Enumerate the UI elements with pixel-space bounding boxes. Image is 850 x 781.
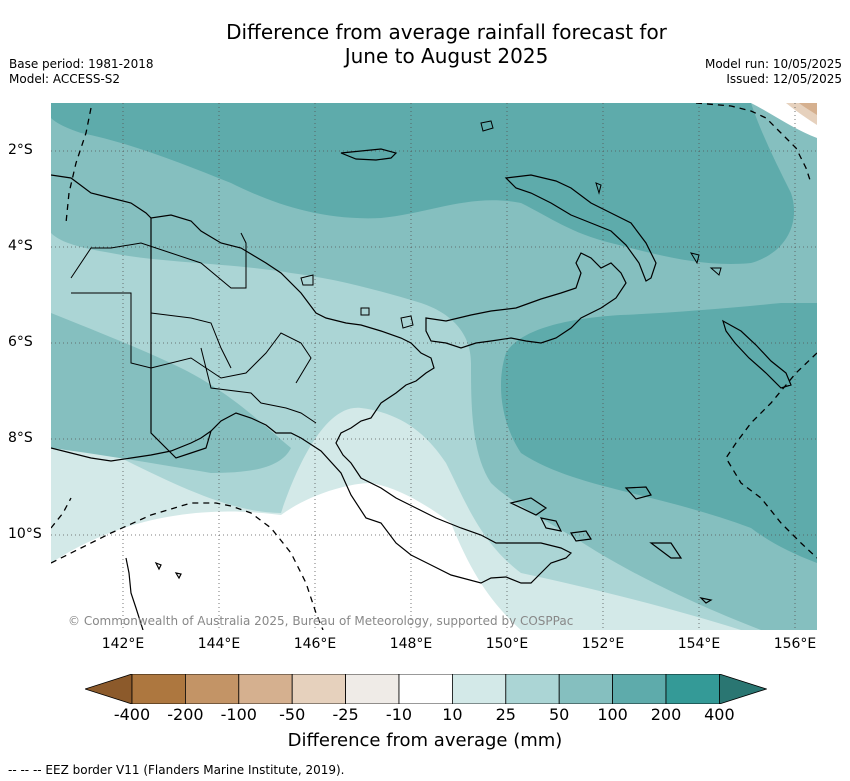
colorbar-cell	[345, 674, 400, 704]
manus-island	[340, 148, 398, 161]
colorbar-tick-label: -50	[279, 705, 306, 724]
eez-footnote: -- -- -- EEZ border V11 (Flanders Marine…	[8, 763, 345, 777]
colorbar-cell	[505, 674, 560, 704]
colorbar	[85, 674, 767, 704]
lon-label: 144°E	[197, 636, 241, 652]
colorbar-extend-high	[719, 674, 767, 704]
lat-label: 8°S	[8, 430, 33, 446]
colorbar-extend-low	[85, 674, 133, 704]
meta-left: Base period: 1981-2018 Model: ACCESS-S2	[9, 57, 154, 87]
lon-label: 156°E	[773, 636, 817, 652]
dentrecasteaux-islands	[509, 497, 593, 542]
colorbar-cell	[451, 674, 507, 704]
colorbar-tick-label: 50	[549, 705, 570, 724]
model-run-text: Model run: 10/05/2025	[704, 57, 842, 71]
title-line-1: Difference from average rainfall forecas…	[226, 20, 667, 44]
coastlines	[51, 120, 792, 630]
rainfall-band-50-100-sw	[51, 313, 291, 473]
province-lines	[70, 232, 317, 424]
colorbar-tick-label: 25	[495, 705, 516, 724]
colorbar-cell	[665, 674, 720, 704]
colorbar-cell	[612, 674, 667, 704]
lon-label: 146°E	[293, 636, 337, 652]
colorbar-cell	[238, 674, 293, 704]
new-britain	[425, 252, 627, 349]
lon-label: 154°E	[677, 636, 721, 652]
colorbar-cell	[291, 674, 346, 704]
colorbar-tick-label: 100	[597, 705, 628, 724]
colorbar-cell	[558, 674, 614, 704]
colorbar-tick-label: 400	[704, 705, 735, 724]
bougainville	[722, 319, 792, 389]
small-islands	[300, 120, 722, 329]
model-text: Model: ACCESS-S2	[9, 72, 121, 86]
lon-label: 150°E	[485, 636, 529, 652]
cape-york	[125, 557, 144, 630]
rainfall-band-dry-ne-2	[799, 103, 817, 115]
colorbar-cell	[185, 674, 240, 704]
colorbar-tick-label: -25	[332, 705, 359, 724]
colorbar-tick-label: -200	[167, 705, 204, 724]
colorbar-cell	[131, 674, 186, 704]
colorbar-tick-label: 10	[442, 705, 463, 724]
colorbar-tick-label: -10	[385, 705, 413, 724]
eez-border	[51, 103, 817, 630]
lat-label: 4°S	[8, 238, 33, 254]
lat-label: 2°S	[8, 142, 33, 158]
lon-label: 148°E	[389, 636, 433, 652]
lon-label: 142°E	[101, 636, 145, 652]
rainfall-map	[51, 103, 817, 630]
colorbar-tick-label: 200	[650, 705, 682, 724]
new-guinea-coast	[51, 174, 573, 584]
title-line-2: June to August 2025	[344, 44, 549, 68]
colorbar-cell	[398, 674, 453, 704]
lon-label: 152°E	[581, 636, 625, 652]
lat-label: 6°S	[8, 334, 33, 350]
issued-text: Issued: 12/05/2025	[726, 72, 842, 86]
colorbar-title: Difference from average (mm)	[287, 730, 563, 751]
colorbar-tick-label: -100	[220, 705, 257, 724]
base-period-text: Base period: 1981-2018	[9, 57, 154, 71]
rainfall-band-neutral	[51, 483, 521, 630]
meta-right: Model run: 10/05/2025 Issued: 12/05/2025	[705, 57, 842, 87]
rainfall-band-100-200-north	[51, 103, 795, 264]
colorbar-tick-label: -400	[113, 705, 151, 724]
torres-islands	[154, 561, 182, 580]
solomon-islands	[624, 486, 713, 604]
chart-title: Difference from average rainfall forecas…	[0, 20, 850, 68]
lat-label: 10°S	[8, 526, 42, 542]
rainfall-band-100-200-east	[501, 303, 817, 563]
png-border	[150, 218, 212, 459]
copyright-text: © Commonwealth of Australia 2025, Bureau…	[68, 614, 574, 628]
new-ireland	[504, 174, 657, 282]
